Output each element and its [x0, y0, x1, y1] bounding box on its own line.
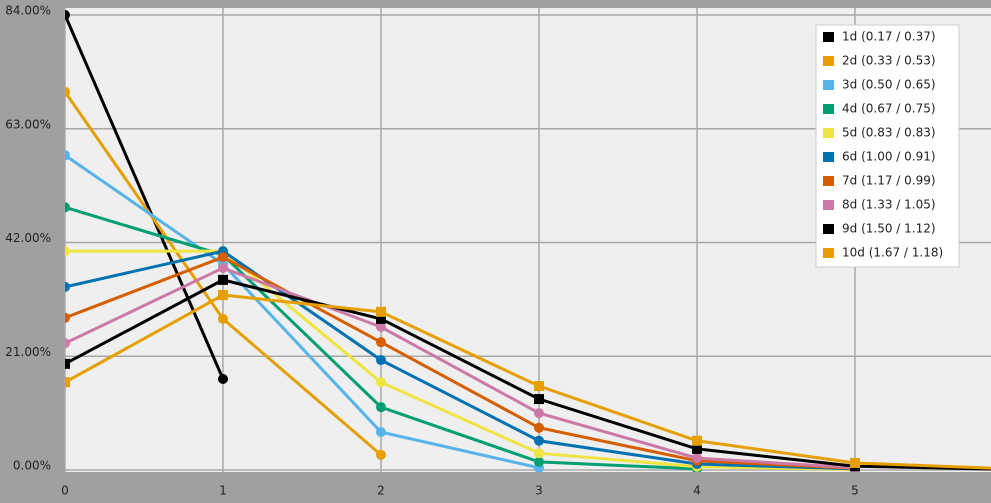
point: [65, 150, 70, 161]
point: [534, 456, 544, 467]
point: [218, 274, 228, 285]
legend-label: 5d (0.83 / 0.83): [842, 126, 936, 140]
legend-swatch: [823, 32, 834, 42]
y-tick-label: 84.00%: [5, 4, 51, 18]
legend-swatch: [823, 200, 834, 210]
axis-labels: 0.00% 21.00% 42.00% 63.00% 84.00% 0 1 2 3 4 5: [5, 4, 859, 498]
legend: 1d (0.17 / 0.37) 2d (0.33 / 0.53) 3d (0.50…: [815, 24, 960, 268]
point: [65, 202, 70, 213]
point: [65, 377, 70, 388]
point: [534, 422, 544, 433]
series-line: [65, 266, 856, 470]
point: [534, 408, 544, 419]
point: [376, 322, 386, 332]
legend-swatch: [823, 128, 834, 138]
point: [218, 313, 228, 324]
series-layer: [65, 10, 991, 472]
legend-swatch: [823, 56, 834, 66]
legend-label: 2d (0.33 / 0.53): [842, 54, 936, 68]
point: [692, 435, 702, 446]
point: [65, 86, 70, 97]
legend-swatch: [823, 80, 834, 90]
series-line: [65, 249, 856, 471]
point: [65, 312, 70, 323]
point: [65, 246, 70, 257]
legend-swatch: [823, 176, 834, 186]
point: [376, 337, 386, 348]
legend-label: 4d (0.67 / 0.75): [842, 102, 936, 116]
x-tick-label: 3: [535, 484, 543, 498]
legend-swatch: [823, 248, 834, 258]
point: [218, 290, 228, 301]
x-tick-label: 5: [851, 484, 859, 498]
point: [218, 252, 228, 263]
legend-label: 6d (1.00 / 0.91): [842, 150, 936, 164]
legend-label: 8d (1.33 / 1.05): [842, 198, 936, 212]
point: [65, 338, 70, 349]
point: [376, 306, 386, 317]
point: [376, 449, 386, 460]
point: [376, 377, 386, 388]
series-line: [65, 255, 856, 470]
y-tick-label: 42.00%: [5, 231, 51, 245]
point: [534, 448, 544, 459]
point: [376, 427, 386, 438]
legend-label: 1d (0.17 / 0.37): [842, 30, 936, 44]
point: [534, 435, 544, 446]
point: [534, 381, 544, 392]
legend-label: 9d (1.50 / 1.12): [842, 222, 936, 236]
point: [376, 313, 386, 324]
point: [65, 10, 70, 20]
x-tick-label: 2: [377, 484, 385, 498]
x-tick-label: 0: [61, 484, 69, 498]
x-tick-label: 1: [219, 484, 227, 498]
legend-box: [815, 24, 960, 268]
legend-label: 10d (1.67 / 1.18): [842, 246, 943, 260]
point: [218, 262, 228, 273]
legend-swatch: [823, 224, 834, 234]
point: [218, 374, 228, 384]
series-line: [65, 14, 225, 380]
point: [534, 394, 544, 405]
point: [692, 443, 702, 454]
legend-label: 7d (1.17 / 0.99): [842, 174, 936, 188]
y-tick-label: 21.00%: [5, 345, 51, 359]
legend-label: 3d (0.50 / 0.65): [842, 78, 936, 92]
y-tick-label: 63.00%: [5, 117, 51, 131]
y-tick-label: 0.00%: [13, 459, 51, 473]
point: [376, 402, 386, 413]
legend-swatch: [823, 104, 834, 114]
series-line: [65, 249, 856, 471]
point: [692, 453, 702, 464]
series-line: [65, 154, 540, 470]
point: [850, 457, 860, 468]
point: [65, 358, 70, 369]
x-tick-label: 4: [693, 484, 701, 498]
point: [376, 355, 386, 366]
point: [65, 281, 70, 292]
legend-swatch: [823, 152, 834, 162]
